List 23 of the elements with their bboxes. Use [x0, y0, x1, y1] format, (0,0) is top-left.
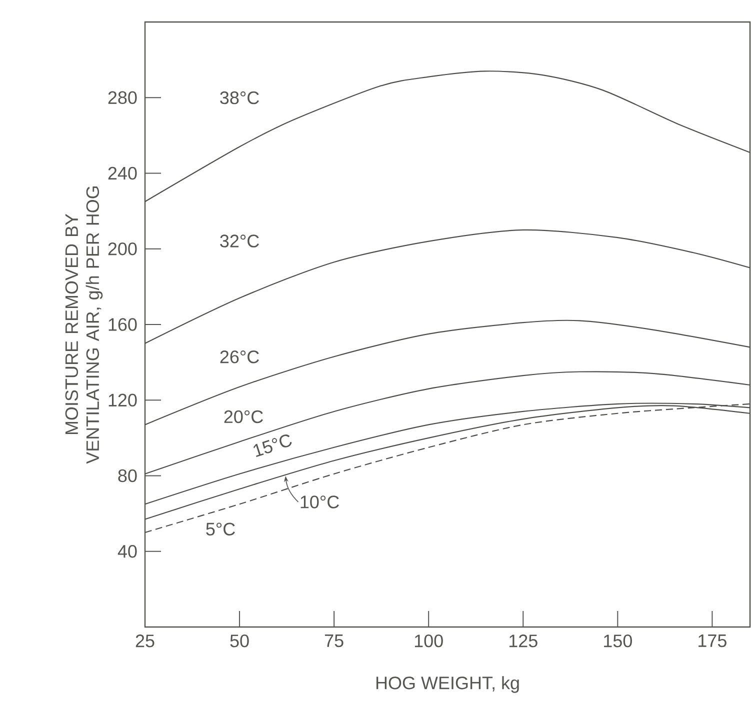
legend-label: 10°C — [300, 496, 339, 508]
text: 32°C — [220, 234, 259, 248]
y-tick-label: 120 — [108, 394, 137, 406]
y-tick-label: 40 — [118, 545, 137, 558]
series-label: 5°C — [206, 522, 235, 536]
series-label: 26°C — [220, 350, 259, 364]
x-tick-label: 175 — [698, 634, 726, 648]
x-tick-label: 75 — [324, 634, 344, 648]
y-tick-label: 160 — [108, 318, 137, 331]
series-label: 20°C — [224, 410, 263, 424]
x-tick-label: 150 — [604, 634, 632, 648]
y-axis-title: MOISTURE REMOVED BY VENTILATING AIR, g/h PER HOG — [65, 186, 103, 464]
y-tick-label: 240 — [108, 166, 137, 180]
text: 15°C — [254, 434, 292, 458]
x-tick-label: 50 — [230, 634, 249, 648]
y-tick-label: 280 — [108, 91, 137, 104]
x-axis-title: HOG WEIGHT, kg — [376, 676, 519, 693]
x-tick-label: 25 — [136, 634, 154, 648]
y-tick-label: 200 — [108, 242, 137, 256]
x-tick-label: 125 — [509, 634, 538, 648]
x-tick-label: 100 — [414, 634, 443, 648]
series-label: 38°C — [220, 91, 259, 104]
y-tick-label: 80 — [118, 469, 137, 482]
